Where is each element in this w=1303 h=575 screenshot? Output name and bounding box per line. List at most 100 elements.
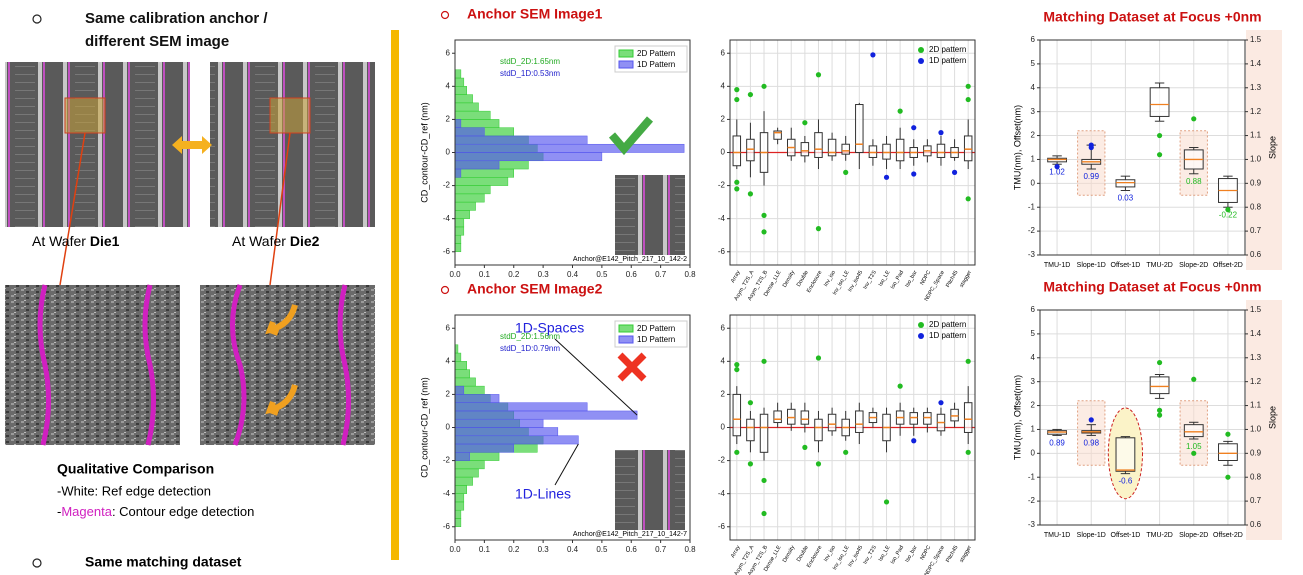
y-axis-label: Slope [1267, 406, 1277, 429]
y2-tick-label: 1.3 [1250, 83, 1262, 92]
die: Die1 [90, 233, 120, 249]
legend-swatch [618, 335, 634, 344]
check-mark [608, 116, 654, 156]
x-tick-label: Array [730, 270, 742, 285]
legend-label: 2D Pattern [637, 49, 675, 58]
y-tick-label: 0 [446, 423, 451, 432]
die: Die2 [290, 233, 320, 249]
chart-title: Anchor SEM Image1 [467, 6, 603, 22]
box [773, 410, 782, 424]
x-tick-label: 0.2 [508, 270, 520, 279]
note: -Magenta: Contour edge detection [57, 504, 254, 519]
box [773, 130, 782, 140]
hist-bar [454, 102, 479, 112]
box-label: -0.6 [1119, 477, 1133, 486]
y-tick-label: 4 [721, 356, 726, 365]
x-tick-label: 0.5 [596, 545, 608, 554]
legend-label: 2D Pattern [637, 324, 675, 333]
y-tick-label: -6 [718, 522, 726, 531]
stat-text: stdD_1D:0.53nm [500, 69, 560, 78]
annotation-arrow [554, 443, 579, 486]
hist-bar [454, 410, 638, 420]
box [732, 135, 742, 167]
x-tick-label: 0.4 [567, 545, 579, 554]
hist-bar [454, 385, 465, 395]
sem-image [5, 62, 190, 227]
hist-bar [454, 418, 544, 428]
die-prefix: At Wafer [232, 233, 290, 249]
hist-bar [454, 402, 588, 412]
sem-image [210, 62, 375, 227]
hist-bar [454, 210, 470, 219]
y-tick-label: 1 [1031, 155, 1036, 164]
roi [64, 97, 106, 134]
outlier [897, 383, 903, 389]
inset-image [615, 175, 685, 255]
outlier [815, 226, 822, 232]
bullet [440, 10, 450, 20]
hist-bar [454, 168, 514, 178]
hist-bar [454, 152, 603, 162]
x-tick-label: TMU-1D [1044, 262, 1070, 269]
outlier [761, 510, 767, 517]
hist-bar [454, 94, 473, 104]
x-tick-label: 0.6 [626, 545, 638, 554]
y-tick-label: -2 [1028, 226, 1036, 235]
y-tick-label: -6 [443, 247, 451, 256]
x-tick-label: stagger [959, 270, 973, 289]
box [827, 138, 837, 157]
hist-bar [454, 177, 509, 186]
outlier [883, 499, 890, 505]
outlier [761, 358, 767, 364]
y-tick-label: 4 [1031, 83, 1036, 92]
box [814, 418, 823, 442]
y-tick-label: 6 [1031, 35, 1036, 44]
legend-marker [918, 58, 924, 64]
bullet [32, 558, 42, 568]
outlier [747, 91, 754, 98]
y-tick-label: 2 [721, 115, 726, 124]
y2-tick-label: 0.6 [1250, 250, 1262, 259]
box [1149, 376, 1170, 395]
outlier [734, 96, 740, 103]
heading: different SEM image [85, 33, 229, 50]
magenta-word: Magenta [61, 504, 112, 519]
point [1088, 144, 1094, 151]
hist-bar [454, 518, 462, 528]
box [746, 138, 755, 162]
y-tick-label: 5 [1031, 329, 1036, 338]
x-tick-label: Pitch45 [945, 545, 959, 564]
contour [230, 284, 247, 446]
x-tick-label: Iso_LE [878, 269, 892, 287]
hist-bar [454, 468, 479, 478]
hist-bar [454, 361, 467, 370]
legend-marker [918, 333, 924, 339]
hist-bar [454, 485, 467, 494]
stat-text: stdD_2D:1.65nm [500, 57, 560, 66]
y-tick-label: 6 [446, 48, 451, 57]
die-label: At Wafer Die1 [32, 233, 120, 249]
y-tick-label: -1 [1028, 472, 1036, 481]
x-tick-label: 0.2 [508, 545, 520, 554]
plot-frame [1039, 39, 1246, 256]
box [800, 410, 810, 425]
legend-marker [918, 47, 924, 53]
box-label: 0.89 [1049, 439, 1065, 448]
hist-bar [454, 77, 465, 87]
point [1054, 164, 1060, 170]
x-tick-label: 0.5 [596, 270, 608, 279]
y2-band [1246, 30, 1282, 270]
x-tick-label: 0.0 [449, 545, 461, 554]
plot-frame [1039, 309, 1246, 526]
y-tick-label: 6 [721, 48, 726, 57]
box [936, 143, 946, 158]
box [1115, 437, 1136, 472]
y-tick-label: -1 [1028, 202, 1036, 211]
outlier [802, 444, 808, 450]
outlier [911, 438, 917, 444]
legend-label: 2D pattern [929, 320, 966, 329]
box [787, 408, 796, 425]
x-tick-label: Array [730, 545, 742, 560]
box-label: 0.98 [1083, 439, 1099, 448]
x-tick-label: Inv_T2S [862, 269, 878, 290]
